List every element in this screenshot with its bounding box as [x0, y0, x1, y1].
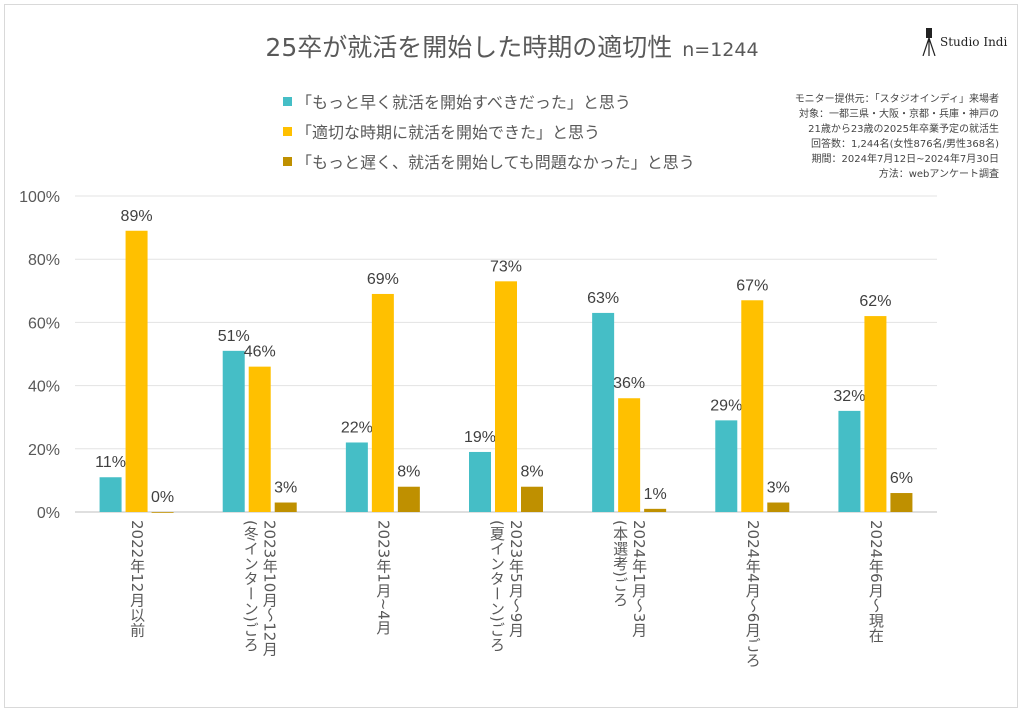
bar: [644, 508, 667, 512]
x-tick-label-line: (夏インターン)ごろ: [488, 520, 506, 652]
x-tick-label: 2024年6月～現在: [866, 520, 885, 643]
x-tick-label-line: 2023年5月～9月: [507, 520, 525, 638]
data-label: 8%: [397, 464, 420, 481]
bar: [592, 312, 615, 512]
legend-swatch: [283, 156, 292, 166]
bar: [345, 442, 368, 512]
data-label: 46%: [244, 344, 276, 361]
legend-label: 「もっと早く就活を開始すべきだった」と思う: [296, 93, 631, 112]
bar: [767, 502, 790, 512]
x-tick-label: 2024年1月～3月 (本選考)ごろ: [610, 520, 648, 637]
legend-label: 「もっと遅く、就活を開始しても問題なかった」と思う: [296, 153, 695, 172]
data-label: 22%: [341, 419, 373, 436]
bar: [521, 486, 543, 512]
bar: [618, 398, 641, 512]
y-tick-label: 40%: [28, 379, 60, 396]
bar: [890, 493, 913, 512]
bar: [715, 420, 738, 512]
bar: [397, 486, 420, 512]
y-tick-label: 100%: [19, 189, 60, 206]
bar: [248, 366, 271, 512]
y-tick-label: 0%: [37, 505, 60, 522]
logo: Studio Indi: [922, 28, 1007, 56]
note-line: 期間：2024年7月12日~2024年7月30日: [811, 154, 999, 165]
data-label: 51%: [218, 328, 250, 345]
x-tick-label-line: 2023年1月~4月: [374, 520, 393, 635]
data-label: 32%: [833, 388, 865, 405]
sample-size: n=1244: [682, 39, 759, 61]
data-label: 67%: [736, 277, 768, 294]
data-label: 73%: [490, 258, 522, 275]
data-label: 8%: [520, 464, 543, 481]
bar: [495, 281, 517, 512]
x-tick-label-line: (冬インターン)ごろ: [241, 520, 260, 652]
legend-item: 「適切な時期に就活を開始できた」と思う: [283, 116, 695, 146]
data-label: 1%: [644, 486, 667, 503]
legend: 「もっと早く就活を開始すべきだった」と思う 「適切な時期に就活を開始できた」と思う…: [283, 86, 695, 176]
note-line: 方法：webアンケート調査: [878, 169, 999, 180]
bar: [125, 230, 148, 512]
bar: [864, 316, 887, 512]
legend-swatch: [283, 126, 292, 136]
x-tick-label: 2024年4月～6月ごろ: [743, 520, 762, 667]
data-label: 89%: [121, 208, 153, 225]
x-tick-label-line: 2022年12月以前: [128, 520, 147, 638]
bar: [469, 451, 491, 512]
x-tick-label-line: 2024年1月～3月: [630, 520, 649, 638]
note-line: 回答数：1,244名(女性876名/男性368名): [811, 139, 999, 150]
camera-tripod-icon: [922, 28, 936, 56]
x-tick-label: 2023年1月~4月: [373, 520, 392, 635]
x-tick-label-line: 2024年6月～現在: [866, 520, 885, 643]
legend-item: 「もっと遅く、就活を開始しても問題なかった」と思う: [283, 146, 695, 176]
x-tick-label: 2023年5月～9月 (夏インターン)ごろ: [487, 520, 525, 652]
data-label: 6%: [890, 470, 913, 487]
data-label: 11%: [95, 454, 126, 471]
bar: [838, 410, 861, 512]
data-label: 3%: [274, 480, 297, 497]
legend-item: 「もっと早く就活を開始すべきだった」と思う: [283, 86, 695, 116]
data-label: 19%: [464, 429, 496, 446]
chart-frame: [4, 4, 1018, 708]
data-label: 62%: [859, 293, 891, 310]
note-line: 対象：一都三県・大阪・京都・兵庫・神戸の: [799, 109, 999, 120]
legend-label: 「適切な時期に就活を開始できた」と思う: [296, 123, 601, 142]
note-line: モニター提供元：「スタジオインディ」来場者: [794, 94, 999, 105]
bar: [274, 502, 297, 512]
title-text: 25卒が就活を開始した時期の適切性: [265, 33, 673, 62]
data-label: 69%: [367, 271, 399, 288]
y-tick-label: 60%: [28, 315, 60, 332]
chart-title: 25卒が就活を開始した時期の適切性 n=1244: [0, 28, 1024, 64]
data-label: 3%: [767, 480, 790, 497]
bar: [741, 300, 764, 512]
bar: [151, 512, 174, 513]
x-tick-label: 2022年12月以前: [127, 520, 146, 637]
note-line: 21歳から23歳の2025年卒業予定の就活生: [808, 124, 999, 135]
x-tick-label-line: (本選考)ごろ: [611, 520, 630, 607]
legend-swatch: [283, 96, 292, 106]
data-label: 36%: [613, 375, 645, 392]
x-tick-label-line: 2024年4月～6月ごろ: [743, 520, 762, 668]
data-label: 29%: [710, 397, 742, 414]
bar: [222, 350, 245, 512]
y-tick-label: 20%: [28, 442, 60, 459]
survey-notes: モニター提供元：「スタジオインディ」来場者 対象：一都三県・大阪・京都・兵庫・神戸…: [795, 92, 999, 182]
bar: [371, 293, 394, 512]
bar: [99, 477, 122, 512]
data-label: 0%: [151, 489, 174, 506]
data-label: 63%: [587, 290, 619, 307]
y-tick-label: 80%: [28, 252, 60, 269]
x-tick-label-line: 2023年10月～12月: [260, 520, 279, 657]
logo-text: Studio Indi: [940, 35, 1008, 49]
x-tick-label: 2023年10月～12月 (冬インターン)ごろ: [241, 520, 279, 656]
